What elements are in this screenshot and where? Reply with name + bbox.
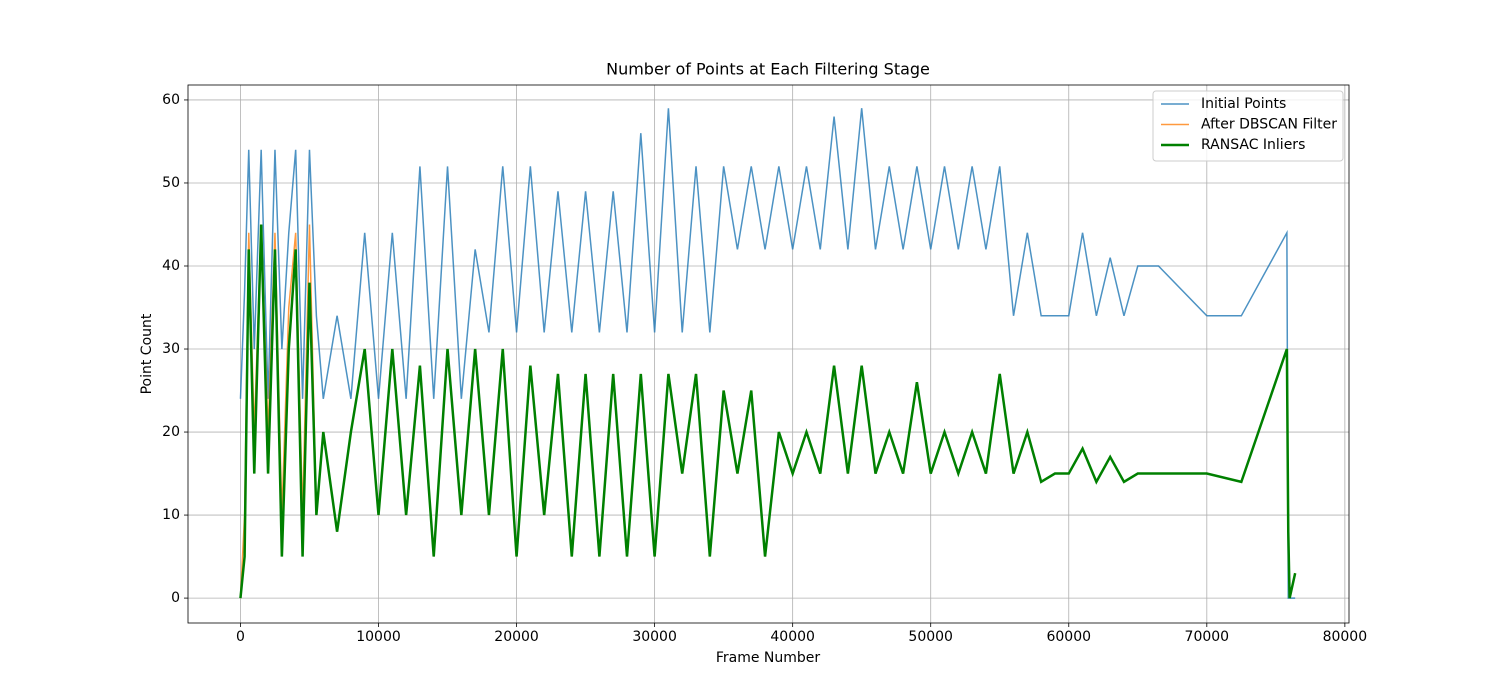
- y-tick-label: 60: [162, 92, 180, 108]
- plot-frame: [187, 84, 1350, 624]
- legend-label: After DBSCAN Filter: [1201, 117, 1337, 133]
- x-tick-label: 70000: [1185, 629, 1230, 645]
- x-tick-label: 10000: [356, 629, 401, 645]
- y-tick-label: 10: [162, 507, 180, 523]
- legend-box: [1152, 90, 1344, 162]
- x-tick-label: 0: [236, 629, 245, 645]
- y-tick-label: 0: [171, 590, 180, 606]
- x-tick-label: 80000: [1323, 629, 1368, 645]
- x-tick-label: 30000: [632, 629, 677, 645]
- x-tick-label: 40000: [770, 629, 815, 645]
- y-tick-label: 50: [162, 175, 180, 191]
- y-tick-label: 20: [162, 424, 180, 440]
- y-axis-label: Point Count: [139, 313, 155, 394]
- y-tick-label: 40: [162, 258, 180, 274]
- y-tick-label: 30: [162, 341, 180, 357]
- x-tick-label: 60000: [1046, 629, 1091, 645]
- series-line: [239, 108, 1296, 599]
- x-tick-label: 50000: [908, 629, 953, 645]
- series-line: [239, 224, 1297, 599]
- legend-label: RANSAC Inliers: [1201, 137, 1305, 153]
- legend-label: Initial Points: [1201, 96, 1286, 112]
- x-tick-label: 20000: [494, 629, 539, 645]
- x-axis-label: Frame Number: [716, 650, 821, 666]
- chart-title: Number of Points at Each Filtering Stage: [606, 60, 930, 79]
